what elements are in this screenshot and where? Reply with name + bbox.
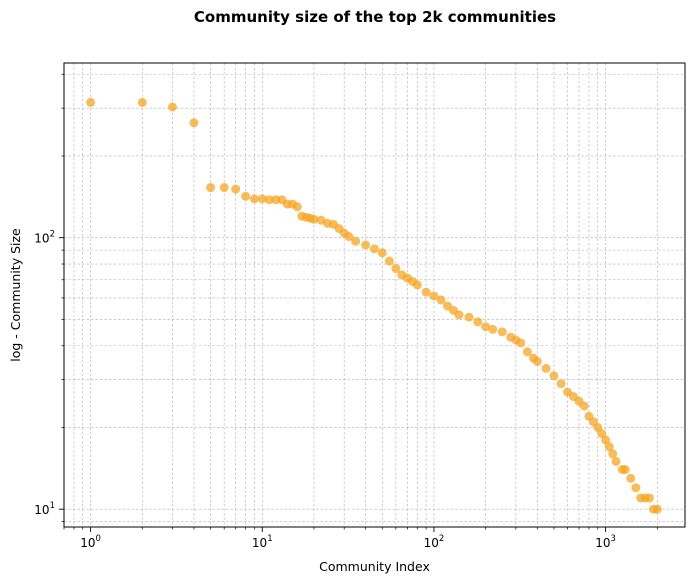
data-point	[391, 264, 401, 274]
data-point	[601, 435, 611, 445]
y-tick-label: 101	[34, 501, 55, 517]
data-point	[421, 287, 431, 297]
data-points	[86, 97, 662, 514]
x-tick-label: 101	[252, 534, 273, 550]
data-point	[369, 244, 379, 254]
data-point	[189, 118, 199, 128]
data-point	[644, 493, 654, 503]
data-point	[464, 312, 474, 322]
data-point	[652, 504, 662, 514]
data-point	[377, 248, 387, 258]
y-tick-label: 102	[34, 230, 55, 246]
data-point	[384, 256, 394, 266]
data-point	[137, 97, 147, 107]
data-point	[429, 291, 439, 301]
data-point	[488, 324, 498, 334]
data-point	[257, 194, 267, 204]
data-point	[481, 322, 491, 332]
data-point	[436, 295, 446, 305]
x-tick-label: 102	[424, 534, 445, 550]
x-tick-label: 100	[80, 534, 101, 550]
data-point	[626, 473, 636, 483]
plot-frame	[63, 62, 686, 528]
data-point	[604, 442, 614, 452]
data-point	[264, 195, 274, 205]
data-point	[168, 102, 178, 112]
data-point	[454, 310, 464, 320]
data-point	[473, 317, 483, 327]
data-point	[579, 401, 589, 411]
data-point	[292, 202, 302, 212]
axis-ticks: 100 101 102 103 101 102	[34, 73, 658, 550]
data-point	[516, 338, 526, 348]
data-point	[309, 214, 319, 224]
data-point	[206, 183, 216, 193]
data-point	[219, 183, 229, 193]
data-point	[522, 347, 532, 357]
data-point	[249, 194, 259, 204]
data-point	[351, 236, 361, 246]
data-point	[86, 97, 96, 107]
data-point	[620, 465, 630, 475]
x-axis-label: Community Index	[319, 559, 430, 574]
data-point	[556, 379, 566, 389]
data-point	[611, 456, 621, 466]
y-axis-label: log - Community Size	[8, 228, 23, 362]
data-point	[241, 191, 251, 201]
data-point	[541, 363, 551, 373]
data-point	[231, 184, 241, 194]
data-point	[344, 232, 354, 242]
data-point	[532, 356, 542, 366]
grid-lines	[63, 63, 685, 527]
data-point	[608, 449, 618, 459]
data-point	[549, 371, 559, 381]
data-point	[497, 327, 507, 337]
data-point	[361, 240, 371, 250]
x-tick-label: 103	[595, 534, 616, 550]
chart-title: Community size of the top 2k communities	[193, 8, 557, 26]
data-point	[631, 483, 641, 493]
data-point	[412, 280, 422, 290]
